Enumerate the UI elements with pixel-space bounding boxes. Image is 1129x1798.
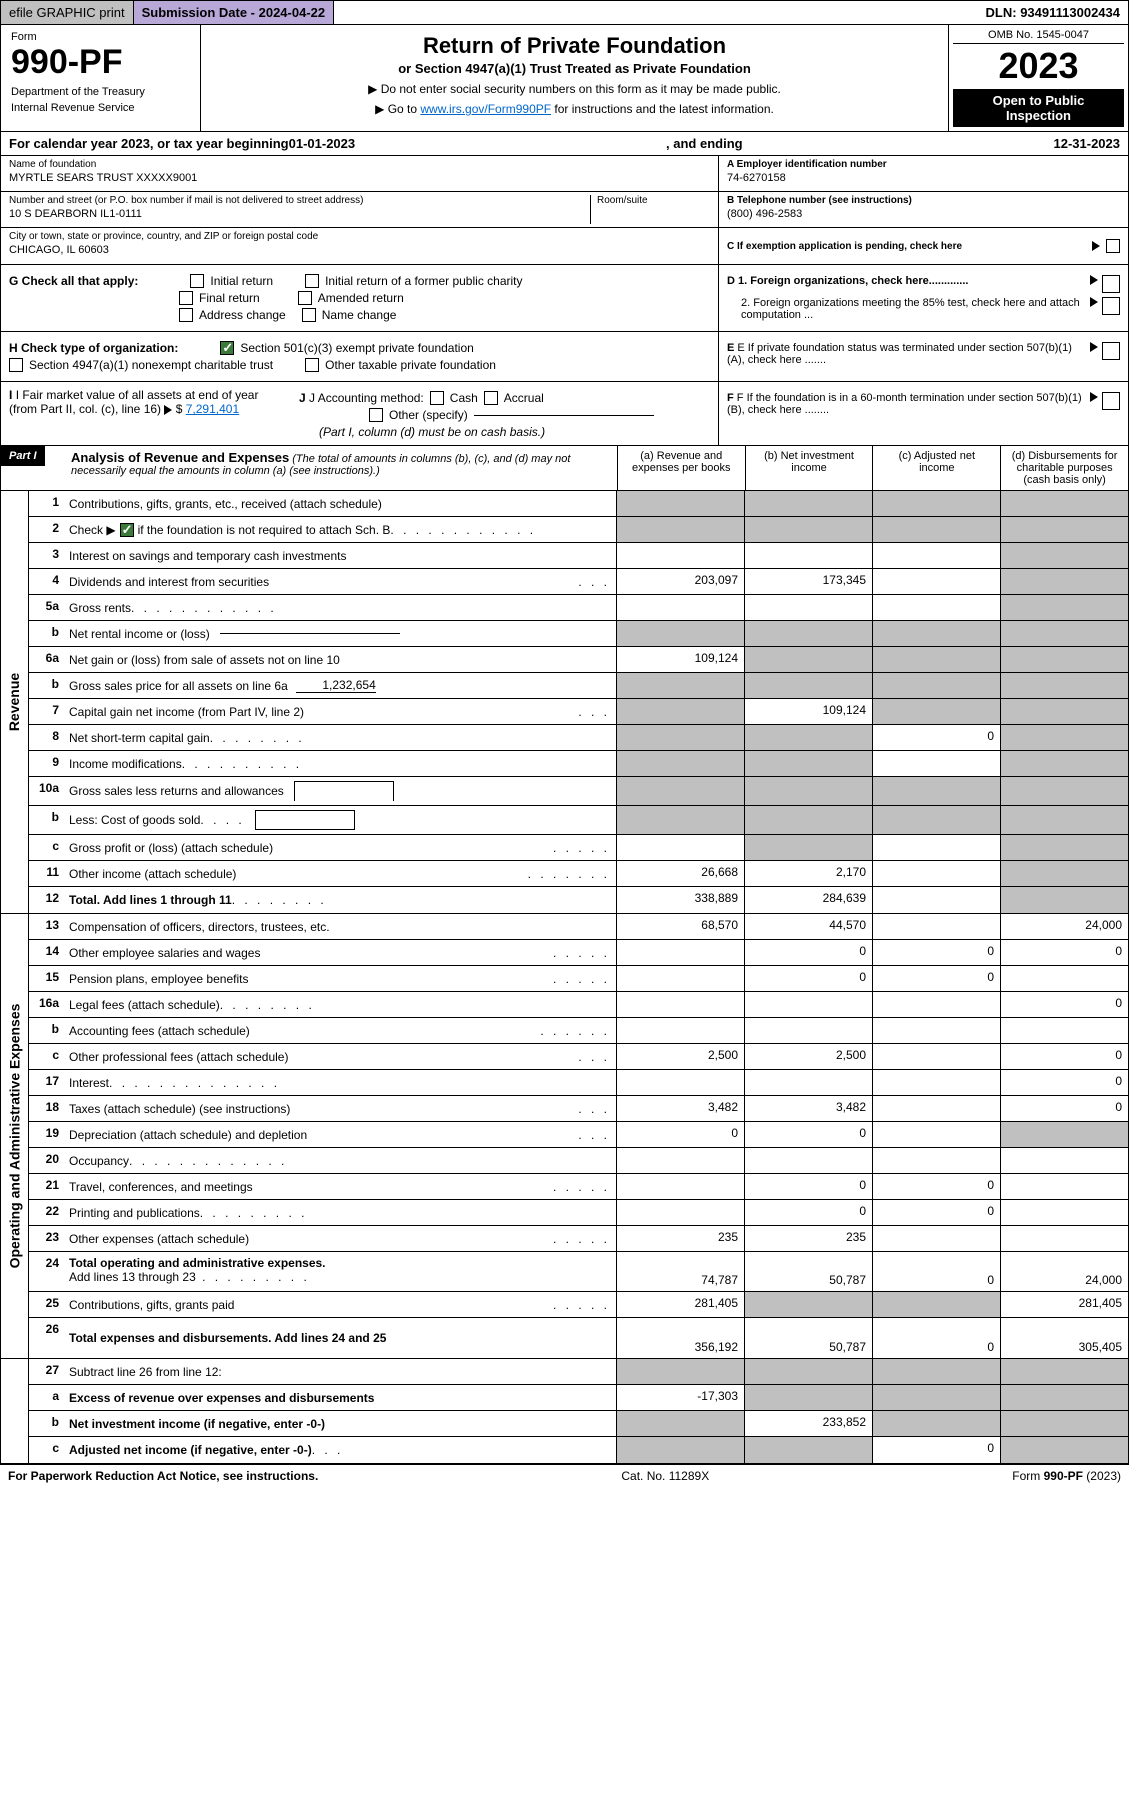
header-center: Return of Private Foundation or Section … [201, 25, 948, 131]
initial-return-checkbox[interactable] [190, 274, 204, 288]
g-d-block: G Check all that apply: Initial return I… [0, 265, 1129, 332]
4947a1-checkbox[interactable] [9, 358, 23, 372]
telephone-field: B Telephone number (see instructions) (8… [719, 192, 1128, 228]
irs-link[interactable]: www.irs.gov/Form990PF [420, 102, 551, 116]
fmv-link[interactable]: 7,291,401 [186, 402, 239, 416]
ij-section: I I Fair market value of all assets at e… [1, 382, 718, 445]
name-change-checkbox[interactable] [302, 308, 316, 322]
foundation-name-field: Name of foundation MYRTLE SEARS TRUST XX… [1, 156, 718, 192]
city-field: City or town, state or province, country… [1, 228, 718, 264]
form-number: 990-PF [11, 43, 190, 82]
d2-checkbox[interactable] [1102, 297, 1120, 315]
other-method-input[interactable] [474, 415, 654, 416]
top-bar: efile GRAPHIC print Submission Date - 20… [0, 0, 1129, 25]
form-title: Return of Private Foundation [221, 33, 928, 59]
e-section: E E If private foundation status was ter… [718, 332, 1128, 381]
arrow-icon [1090, 342, 1098, 352]
final-return-checkbox[interactable] [179, 291, 193, 305]
arrow-icon [1092, 241, 1100, 251]
name-address-block: Name of foundation MYRTLE SEARS TRUST XX… [0, 156, 1129, 265]
calendar-year-row: For calendar year 2023, or tax year begi… [0, 132, 1129, 156]
amended-return-checkbox[interactable] [298, 291, 312, 305]
other-method-checkbox[interactable] [369, 408, 383, 422]
omb-number: OMB No. 1545-0047 [953, 29, 1124, 44]
street-address-field: Number and street (or P.O. box number if… [1, 192, 718, 228]
arrow-icon [1090, 275, 1098, 285]
e-checkbox[interactable] [1102, 342, 1120, 360]
schb-checkbox[interactable] [120, 523, 134, 537]
cash-checkbox[interactable] [430, 391, 444, 405]
dept-treasury: Department of the Treasury [11, 86, 190, 98]
address-change-checkbox[interactable] [179, 308, 193, 322]
form-label: Form [11, 31, 190, 43]
revenue-table: Revenue 1Contributions, gifts, grants, e… [0, 491, 1129, 914]
501c3-checkbox[interactable] [220, 341, 234, 355]
col-d-header: (d) Disbursements for charitable purpose… [1000, 446, 1128, 490]
h-e-block: H Check type of organization: Section 50… [0, 332, 1129, 382]
d-section: D 1. Foreign organizations, check here..… [718, 265, 1128, 331]
initial-former-checkbox[interactable] [305, 274, 319, 288]
name-right: A Employer identification number 74-6270… [718, 156, 1128, 264]
revenue-label-container: Revenue [1, 491, 29, 913]
exemption-checkbox[interactable] [1106, 239, 1120, 253]
ij-f-block: I I Fair market value of all assets at e… [0, 382, 1129, 446]
instruction-1: ▶ Do not enter social security numbers o… [221, 82, 928, 96]
g-section: G Check all that apply: Initial return I… [1, 265, 718, 331]
d1-checkbox[interactable] [1102, 275, 1120, 293]
arrow-icon [1090, 392, 1098, 402]
irs-label: Internal Revenue Service [11, 102, 190, 114]
header-right: OMB No. 1545-0047 2023 Open to Public In… [948, 25, 1128, 131]
other-taxable-checkbox[interactable] [305, 358, 319, 372]
name-left: Name of foundation MYRTLE SEARS TRUST XX… [1, 156, 718, 264]
f-checkbox[interactable] [1102, 392, 1120, 410]
line27-table: 27Subtract line 26 from line 12: aExcess… [0, 1359, 1129, 1464]
dln-label: DLN: 93491113002434 [978, 1, 1128, 24]
expenses-table: Operating and Administrative Expenses 13… [0, 914, 1129, 1359]
h-section: H Check type of organization: Section 50… [1, 332, 718, 381]
col-b-header: (b) Net investment income [745, 446, 873, 490]
form-header: Form 990-PF Department of the Treasury I… [0, 25, 1129, 132]
tax-year: 2023 [953, 44, 1124, 87]
col-c-header: (c) Adjusted net income [872, 446, 1000, 490]
part1-header-row: Part I Analysis of Revenue and Expenses … [0, 446, 1129, 491]
accrual-checkbox[interactable] [484, 391, 498, 405]
expenses-label-container: Operating and Administrative Expenses [1, 914, 29, 1358]
f-section: F F If the foundation is in a 60-month t… [718, 382, 1128, 445]
efile-label[interactable]: efile GRAPHIC print [1, 1, 134, 24]
submission-date: Submission Date - 2024-04-22 [134, 1, 335, 24]
exemption-pending-field: C If exemption application is pending, c… [719, 228, 1128, 264]
inspection-badge: Open to Public Inspection [953, 89, 1124, 127]
arrow-icon [164, 405, 172, 415]
ein-field: A Employer identification number 74-6270… [719, 156, 1128, 192]
header-left: Form 990-PF Department of the Treasury I… [1, 25, 201, 131]
page-footer: For Paperwork Reduction Act Notice, see … [0, 1464, 1129, 1487]
part1-label: Part I [1, 446, 45, 466]
form-subtitle: or Section 4947(a)(1) Trust Treated as P… [221, 61, 928, 76]
instruction-2: ▶ Go to www.irs.gov/Form990PF for instru… [221, 102, 928, 116]
col-a-header: (a) Revenue and expenses per books [617, 446, 745, 490]
arrow-icon [1090, 297, 1098, 307]
